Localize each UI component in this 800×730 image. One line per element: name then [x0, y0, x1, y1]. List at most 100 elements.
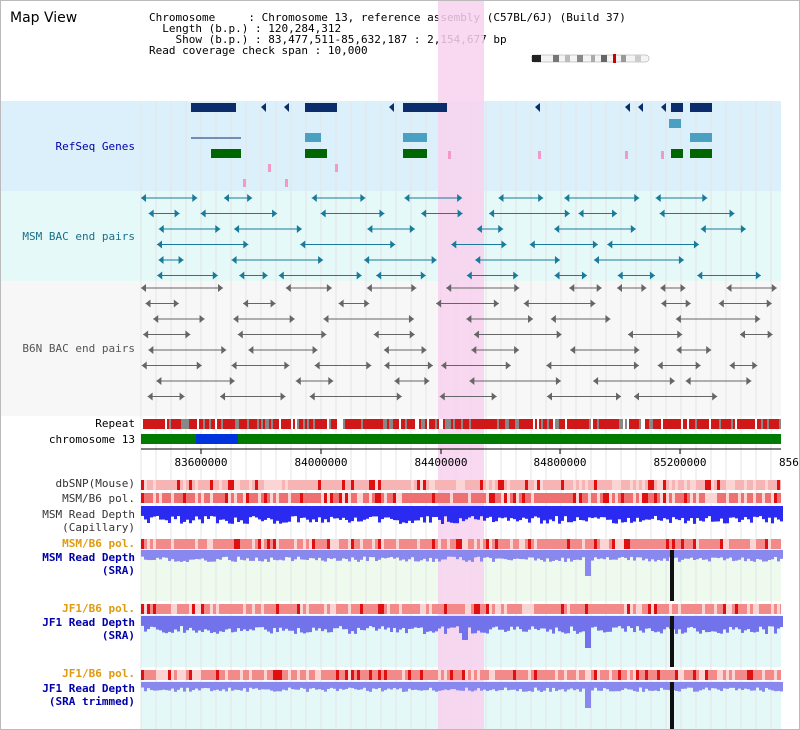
b6n-bac-pair-end — [771, 284, 777, 292]
depth-bar — [273, 616, 276, 628]
pol-cell — [705, 480, 708, 490]
pol-cell — [342, 480, 345, 490]
depth-bar — [141, 682, 144, 688]
depth-bar — [330, 550, 333, 560]
pol-cell — [708, 493, 711, 503]
repeat-mark — [651, 419, 653, 429]
pol-cell — [153, 480, 156, 490]
depth-bar — [702, 682, 705, 690]
chromosome-label: Chromosome — [149, 11, 216, 24]
depth-bar — [645, 616, 648, 629]
depth-bar — [681, 506, 684, 518]
msm-bac-pair-end — [581, 271, 587, 280]
msm-bac-pair-end — [300, 240, 306, 249]
chromosome-ideogram[interactable] — [531, 54, 651, 63]
depth-bar — [366, 550, 369, 562]
depth-bar — [174, 616, 177, 630]
depth-bar — [339, 616, 342, 627]
pol-cell — [399, 604, 402, 614]
b6n-bac-pair-end — [284, 361, 290, 370]
depth-bar — [168, 682, 171, 691]
depth-bar — [762, 550, 765, 562]
depth-bar — [240, 506, 243, 521]
depth-bar — [507, 506, 510, 521]
b6n-bac-pair-end — [695, 361, 701, 370]
pol-cell — [342, 493, 345, 503]
pol-cell — [357, 493, 360, 503]
depth-bar — [723, 550, 726, 561]
msm-bac-pair-end — [498, 225, 504, 233]
pol-cell — [378, 670, 381, 680]
depth-bar — [171, 682, 174, 689]
depth-bar — [456, 682, 459, 691]
depth-bar — [465, 682, 468, 688]
pol-cell — [750, 539, 753, 549]
pol-cell — [210, 493, 213, 503]
repeat-mark — [453, 419, 455, 429]
depth-bar — [612, 506, 615, 524]
pol-cell — [663, 493, 666, 503]
depth-bar — [372, 506, 375, 517]
depth-bar — [729, 616, 732, 627]
pol-cell — [318, 670, 321, 680]
pol-cell — [309, 539, 312, 549]
pol-cell — [348, 604, 351, 614]
pol-cell — [753, 493, 756, 503]
b6n-bac-pair-end — [514, 346, 520, 354]
pol-cell — [654, 604, 657, 614]
pol-cell — [264, 670, 267, 680]
repeat-mark — [313, 419, 315, 429]
depth-bar — [579, 506, 582, 520]
pol-cell — [486, 480, 489, 490]
pol-cell — [195, 604, 198, 614]
depth-bar — [285, 616, 288, 629]
depth-bar — [336, 616, 339, 629]
depth-bar — [195, 682, 198, 689]
depth-bar — [750, 682, 753, 691]
depth-bar — [687, 616, 690, 628]
repeat-mark — [279, 419, 281, 429]
pol-cell — [597, 670, 600, 680]
pol-cell — [672, 493, 675, 503]
pol-cell — [411, 480, 414, 490]
pol-cell — [681, 539, 684, 549]
depth-bar — [591, 616, 594, 628]
depth-bar — [399, 506, 402, 524]
depth-bar — [561, 682, 564, 690]
repeat-mark — [391, 419, 393, 429]
depth-bar — [207, 506, 210, 520]
pol-cell — [609, 493, 612, 503]
depth-bar — [240, 616, 243, 632]
pol-cell — [168, 670, 171, 680]
depth-bar — [408, 682, 411, 689]
depth-bar — [183, 550, 186, 561]
gene-mark — [538, 151, 541, 159]
depth-bar — [303, 616, 306, 634]
depth-bar — [702, 550, 705, 560]
depth-bar — [735, 550, 738, 561]
b6n-bac-pair-end — [466, 315, 472, 323]
b6n-bac-pair-end — [729, 361, 735, 370]
depth-bar — [660, 550, 663, 561]
depth-bar — [588, 550, 591, 576]
depth-bar — [444, 616, 447, 634]
pol-cell — [696, 539, 699, 549]
depth-bar — [714, 550, 717, 558]
depth-bar — [291, 682, 294, 690]
depth-bar — [495, 506, 498, 522]
pol-cell — [216, 604, 219, 614]
pol-cell — [702, 604, 705, 614]
pol-cell — [666, 493, 669, 503]
repeat-mark — [625, 419, 627, 429]
depth-bar — [762, 682, 765, 692]
depth-bar — [711, 682, 714, 689]
b6n-bac-pair-end — [616, 392, 622, 401]
pol-cell — [297, 604, 300, 614]
depth-bar — [180, 616, 183, 627]
pol-cell — [228, 480, 231, 490]
depth-bar — [627, 550, 630, 561]
depth-bar — [369, 506, 372, 518]
pol-cell — [450, 493, 453, 503]
depth-bar — [318, 550, 321, 558]
depth-bar — [189, 682, 192, 692]
